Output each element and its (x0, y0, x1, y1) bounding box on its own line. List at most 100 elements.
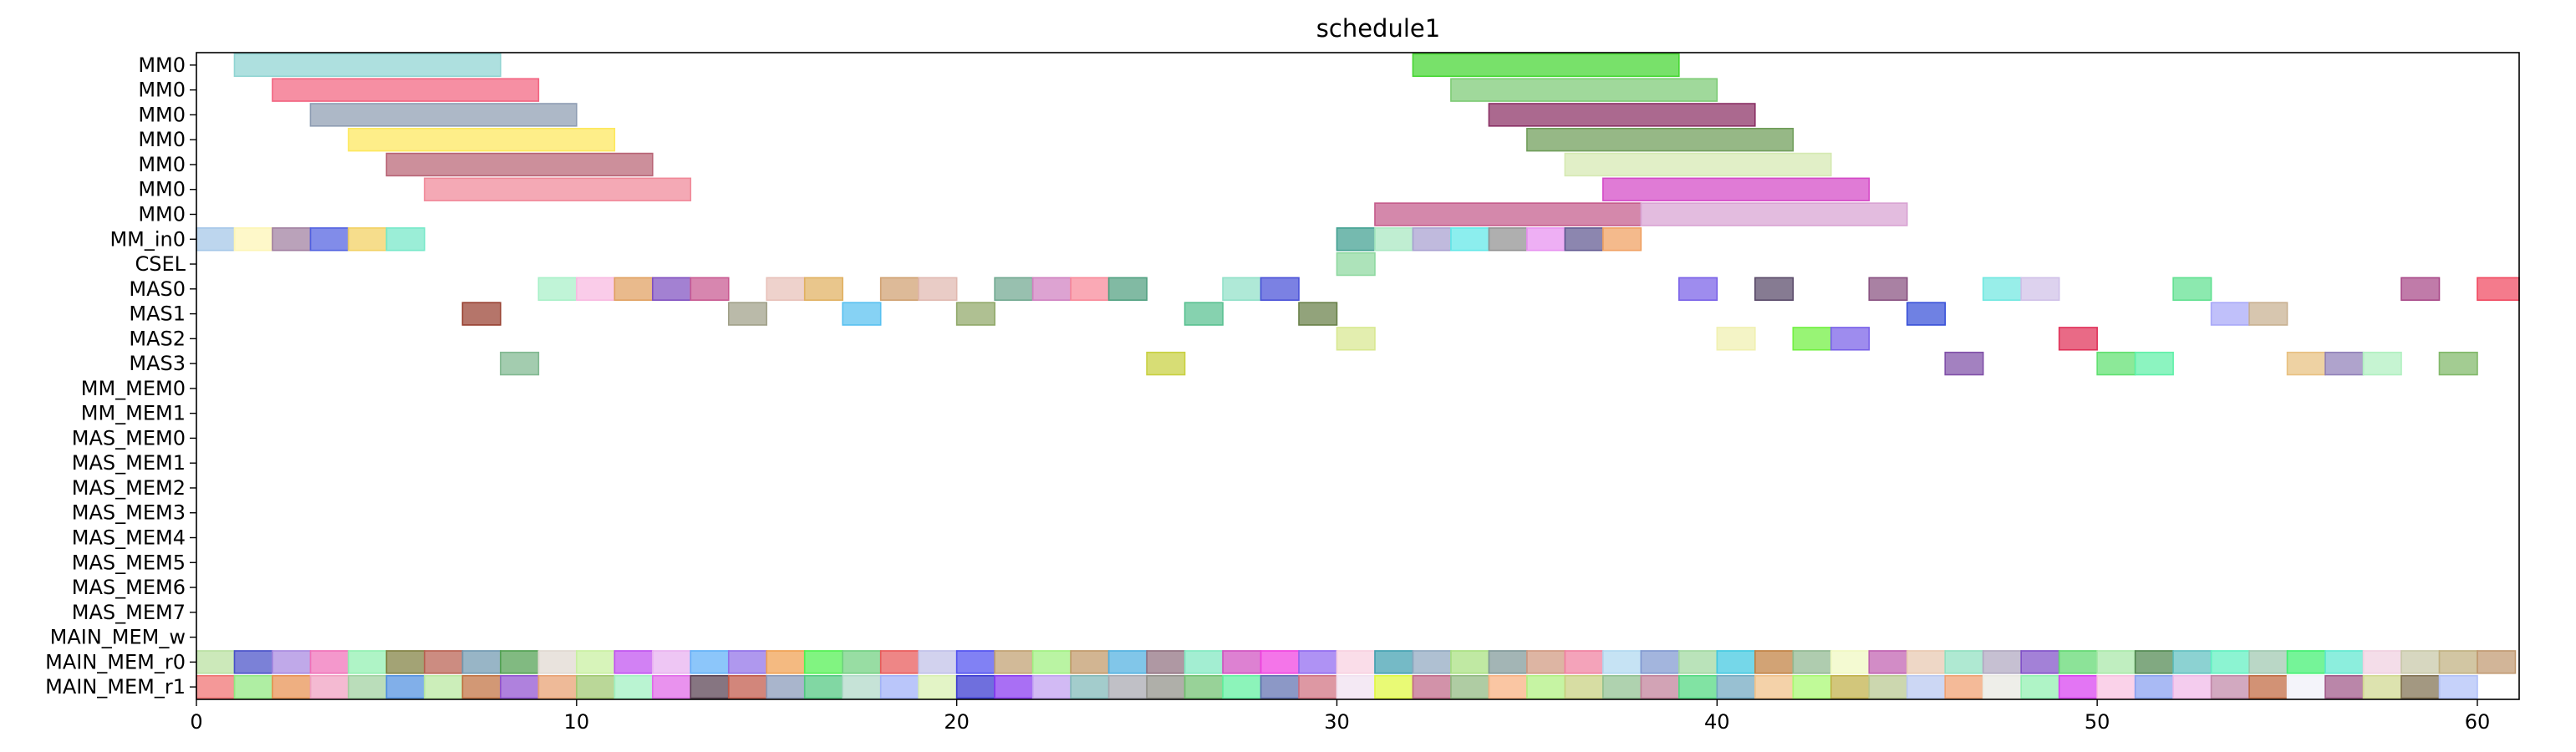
task-bar (348, 127, 616, 152)
task-bar (1107, 277, 1148, 302)
task-bar (1868, 277, 1908, 302)
plot-frame (196, 52, 2520, 700)
task-bar (576, 674, 616, 699)
task-bar (2020, 674, 2060, 699)
task-bar (1374, 202, 1642, 226)
task-bar (385, 674, 425, 699)
y-tick-label: MAS_MEM2 (72, 476, 186, 500)
task-bar (1298, 674, 1338, 699)
task-bar (424, 674, 464, 699)
task-bar (2096, 351, 2136, 376)
task-bar (1754, 277, 1795, 302)
task-bar (918, 650, 958, 674)
task-bar (1640, 650, 1680, 674)
task-bar (2248, 674, 2288, 699)
task-bars (196, 53, 2520, 699)
task-bar (1107, 674, 1148, 699)
task-bar (537, 277, 578, 302)
task-bar (461, 302, 501, 326)
task-bar (2286, 650, 2326, 674)
task-bar (1260, 650, 1300, 674)
task-bar (576, 650, 616, 674)
task-bar (2058, 674, 2098, 699)
task-bar (994, 674, 1034, 699)
task-bar (233, 53, 501, 78)
task-bar (1107, 650, 1148, 674)
x-axis: 0 10 20 30 40 50 60 (190, 699, 2490, 734)
task-bar (2286, 351, 2326, 376)
y-tick-label: MM0 (138, 203, 186, 226)
task-bar (1450, 78, 1718, 102)
task-bar (842, 302, 882, 326)
y-axis-labels: MM0MM0MM0MM0MM0MM0MM0MM_in0CSELMAS0MAS1M… (45, 53, 196, 699)
task-bar (1488, 650, 1528, 674)
task-bar (2248, 302, 2288, 326)
task-bar (2438, 351, 2478, 376)
task-bar (1678, 277, 1718, 302)
task-bar (1184, 674, 1224, 699)
x-tick-label: 60 (2465, 710, 2491, 734)
task-bar (309, 227, 349, 252)
task-bar (2058, 327, 2098, 351)
task-bar (1450, 227, 1490, 252)
y-tick-label: MM0 (138, 53, 186, 77)
task-bar (348, 227, 388, 252)
task-bar (918, 277, 958, 302)
task-bar (1412, 227, 1452, 252)
task-bar (1031, 674, 1072, 699)
task-bar (2286, 674, 2326, 699)
task-bar (1374, 650, 1414, 674)
task-bar (651, 277, 692, 302)
task-bar (1526, 650, 1566, 674)
task-bar (309, 650, 349, 674)
y-tick-label: MAS_MEM4 (72, 526, 186, 550)
task-bar (1146, 674, 1186, 699)
task-bar (879, 277, 919, 302)
y-tick-label: MM0 (138, 178, 186, 201)
y-tick-label: MAIN_MEM_w (50, 626, 186, 649)
task-bar (2362, 650, 2402, 674)
task-bar (613, 277, 654, 302)
task-bar (2210, 650, 2250, 674)
y-tick-label: MM0 (138, 153, 186, 176)
task-bar (385, 152, 654, 177)
task-bar (1412, 650, 1452, 674)
task-bar (1716, 674, 1756, 699)
task-bar (1526, 127, 1795, 152)
task-bar (613, 674, 654, 699)
task-bar (2438, 674, 2478, 699)
task-bar (1412, 53, 1680, 78)
task-bar (1070, 674, 1110, 699)
task-bar (1564, 152, 1832, 177)
task-bar (651, 674, 692, 699)
task-bar (1222, 650, 1262, 674)
y-tick-label: MM_in0 (109, 227, 186, 251)
task-bar (1944, 674, 1984, 699)
task-bar (1336, 650, 1376, 674)
task-bar (1488, 227, 1528, 252)
task-bar (1754, 674, 1795, 699)
task-bar (272, 227, 312, 252)
task-bar (233, 650, 273, 674)
task-bar (1792, 650, 1832, 674)
task-bar (727, 302, 768, 326)
y-tick-label: MAS3 (129, 352, 186, 375)
task-bar (1830, 674, 1871, 699)
y-tick-label: MAS_MEM0 (72, 426, 186, 450)
task-bar (2172, 277, 2212, 302)
task-bar (1716, 650, 1756, 674)
task-bar (1260, 277, 1300, 302)
task-bar (196, 674, 236, 699)
task-bar (272, 650, 312, 674)
task-bar (2096, 650, 2136, 674)
task-bar (424, 650, 464, 674)
task-bar (1336, 327, 1376, 351)
task-bar (1146, 650, 1186, 674)
task-bar (385, 650, 425, 674)
task-bar (2172, 674, 2212, 699)
task-bar (2438, 650, 2478, 674)
task-bar (2362, 351, 2402, 376)
task-bar (1374, 227, 1414, 252)
y-tick-label: MAS1 (129, 302, 186, 326)
